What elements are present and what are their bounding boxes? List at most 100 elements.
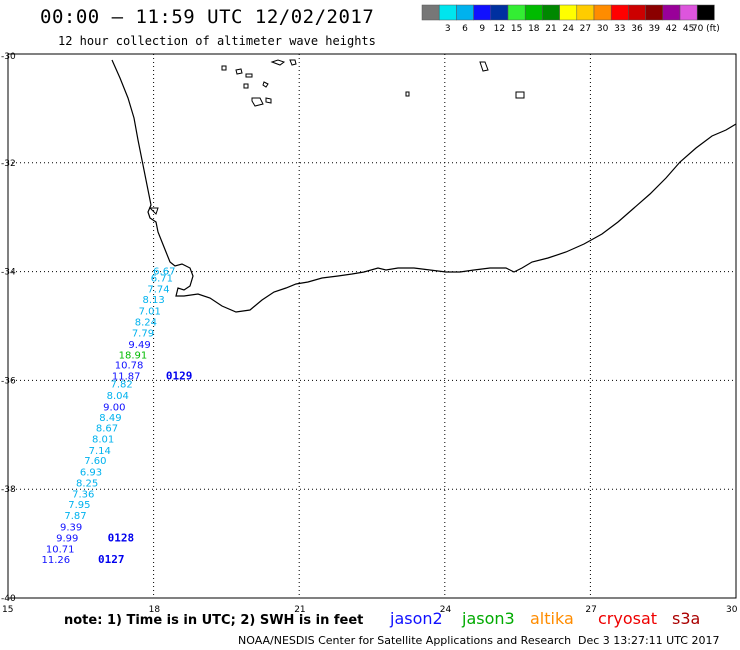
wave-height-reading: 8.25 bbox=[76, 478, 98, 489]
latitude-label: -34 bbox=[1, 268, 16, 278]
wave-height-reading: 18.91 bbox=[119, 351, 148, 362]
colorbar-label: 6 bbox=[462, 24, 468, 34]
colorbar-swatch bbox=[628, 4, 646, 21]
wave-height-reading: 6.93 bbox=[80, 468, 102, 479]
colorbar-label: 15 bbox=[511, 24, 522, 34]
satellite-label-s3a: s3a bbox=[672, 609, 701, 628]
wave-height-reading: 10.78 bbox=[115, 360, 144, 371]
island-outline bbox=[148, 207, 159, 215]
colorbar-label: 3 bbox=[445, 24, 451, 34]
altimeter-track: 6.676.717.748.137.018.247.799.4918.9110.… bbox=[41, 266, 192, 566]
satellite-label-altika: altika bbox=[530, 609, 574, 628]
map-frame bbox=[7, 53, 737, 599]
wave-height-reading: 9.39 bbox=[60, 523, 82, 534]
wave-height-reading: 8.49 bbox=[99, 413, 121, 424]
wave-height-reading: 9.99 bbox=[56, 533, 78, 544]
wave-height-reading: 7.36 bbox=[72, 489, 94, 500]
pass-time-label: 0128 bbox=[108, 531, 135, 544]
colorbar-swatch bbox=[438, 4, 457, 21]
map-title: 00:00 – 11:59 UTC 12/02/2017 bbox=[40, 6, 375, 28]
colorbar-label: 45 bbox=[683, 24, 694, 34]
wave-height-reading: 8.24 bbox=[135, 317, 157, 328]
colorbar-swatch bbox=[662, 4, 681, 21]
wave-height-reading: 7.79 bbox=[132, 328, 154, 339]
wave-height-reading: 11.87 bbox=[112, 371, 141, 382]
longitude-label: 24 bbox=[440, 605, 452, 615]
wave-height-reading: 9.49 bbox=[128, 340, 150, 351]
wave-height-reading: 8.04 bbox=[107, 391, 129, 402]
island-outline bbox=[405, 91, 410, 97]
colorbar-swatch bbox=[524, 4, 543, 21]
wave-height-reading: 7.87 bbox=[64, 511, 86, 522]
colorbar-label: 9 bbox=[479, 24, 485, 34]
wave-height-reading: 11.26 bbox=[41, 555, 70, 566]
latitude-label: -32 bbox=[1, 159, 16, 169]
colorbar-swatch bbox=[473, 4, 492, 21]
colorbar-label: 12 bbox=[494, 24, 505, 34]
island-outline bbox=[270, 59, 286, 66]
island-outline bbox=[479, 61, 489, 72]
colorbar-label: 36 bbox=[631, 24, 643, 34]
pass-time-label: 0129 bbox=[166, 369, 193, 382]
island-outline bbox=[243, 83, 249, 89]
island-outline bbox=[235, 68, 243, 75]
longitude-label: 21 bbox=[294, 605, 305, 615]
latitude-label: -36 bbox=[1, 376, 16, 386]
wave-height-reading: 9.00 bbox=[103, 402, 125, 413]
wave-height-reading: 7.01 bbox=[139, 307, 161, 318]
island-outline bbox=[515, 91, 525, 99]
colorbar-label: 70 (ft) bbox=[692, 24, 720, 34]
latitude-label: -38 bbox=[1, 485, 16, 495]
longitude-label: 30 bbox=[726, 605, 738, 615]
coordinate-labels: 15 18 21 24 27 30 -30 -32 -34 -36 -38 -40 bbox=[1, 52, 738, 615]
colorbar-swatch bbox=[490, 4, 509, 21]
wave-height-reading: 7.95 bbox=[68, 500, 90, 511]
colorbar-swatch bbox=[645, 4, 664, 21]
satellite-label-jason2: jason2 bbox=[390, 609, 443, 628]
latitude-label: -30 bbox=[1, 52, 16, 62]
longitude-label: 15 bbox=[2, 605, 13, 615]
mainland-coast bbox=[111, 59, 737, 313]
colorbar-label: 27 bbox=[580, 24, 591, 34]
longitude-label: 27 bbox=[585, 605, 596, 615]
colorbar-swatch bbox=[559, 4, 578, 21]
colorbar-label: 42 bbox=[666, 24, 677, 34]
wave-height-reading: 6.71 bbox=[151, 273, 173, 284]
colorbar-label: 33 bbox=[614, 24, 625, 34]
wave-height-reading: 8.67 bbox=[96, 424, 118, 435]
satellite-label-jason3: jason3 bbox=[462, 609, 515, 628]
pass-time-label: 0127 bbox=[98, 553, 125, 566]
colorbar-swatch bbox=[507, 4, 526, 21]
colorbar-swatch bbox=[576, 4, 595, 21]
wave-height-reading: 7.14 bbox=[89, 446, 111, 457]
wave-height-reading: 7.74 bbox=[147, 284, 169, 295]
credit-line: NOAA/NESDIS Center for Satellite Applica… bbox=[238, 634, 572, 647]
generated-timestamp: Dec 3 13:27:11 UTC 2017 bbox=[578, 634, 720, 647]
colorbar-label: 39 bbox=[648, 24, 660, 34]
colorbar-swatch bbox=[421, 4, 440, 21]
colorbar-swatch bbox=[696, 4, 715, 21]
island-outline bbox=[265, 97, 272, 104]
colorbar-swatch bbox=[456, 4, 474, 21]
island-outline bbox=[251, 97, 264, 107]
island-outline bbox=[245, 73, 253, 78]
colorbar-swatch bbox=[593, 4, 612, 21]
wave-height-reading: 7.60 bbox=[84, 456, 106, 467]
footer-note: note: 1) Time is in UTC; 2) SWH is in fe… bbox=[64, 613, 364, 628]
wave-height-reading: 8.13 bbox=[142, 295, 164, 306]
colorbar-label: 24 bbox=[562, 24, 574, 34]
colorbar-swatch bbox=[542, 4, 560, 21]
colorbar-label: 18 bbox=[528, 24, 540, 34]
island-outline bbox=[221, 65, 227, 71]
satellite-label-cryosat: cryosat bbox=[598, 609, 658, 628]
colorbar-swatch bbox=[610, 4, 629, 21]
graticule bbox=[8, 54, 736, 598]
colorbar-label: 21 bbox=[545, 24, 556, 34]
colorbar-swatch bbox=[679, 4, 698, 21]
map-subtitle: 12 hour collection of altimeter wave hei… bbox=[58, 34, 376, 48]
wave-height-reading: 10.71 bbox=[46, 544, 75, 555]
wave-height-reading: 7.82 bbox=[110, 379, 132, 390]
wave-height-reading: 6.67 bbox=[153, 266, 175, 277]
